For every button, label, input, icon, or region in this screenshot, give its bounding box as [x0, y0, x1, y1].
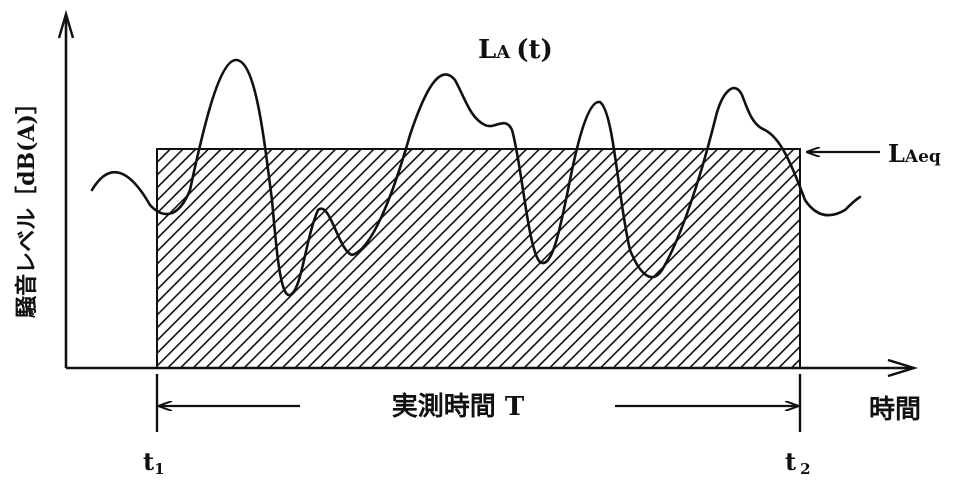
y-axis-arrowhead [57, 9, 75, 39]
la-t-curve [90, 58, 862, 297]
leq-hatched-area [156, 148, 801, 369]
t1-label: t1 [143, 447, 165, 478]
x-axis-arrowhead [887, 358, 919, 378]
measurement-time-label: 実測時間 T [392, 391, 525, 422]
curve-label: LA (t) [478, 35, 553, 65]
leq-label: LAeq [888, 139, 941, 168]
y-axis-label: 騒音レベル［dB(A)］ [14, 92, 40, 318]
x-axis-label: 時間 [869, 395, 921, 425]
